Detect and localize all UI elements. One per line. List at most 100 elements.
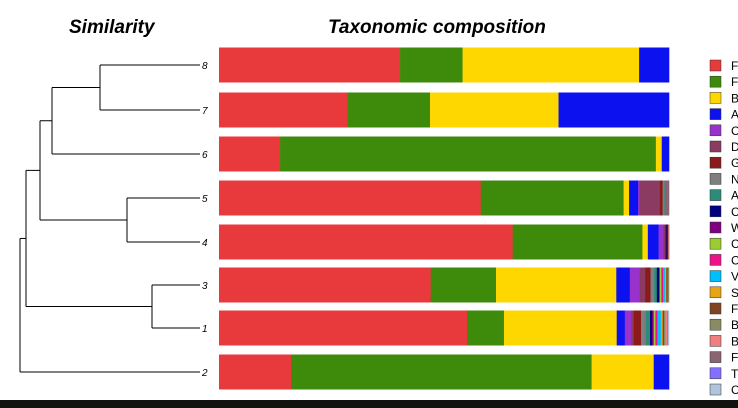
bar-segment [631, 310, 635, 346]
bar-segment [665, 310, 668, 346]
dendro-leaf-label: 1 [202, 324, 208, 335]
bar-segment [662, 310, 665, 346]
bar-segment [645, 267, 651, 303]
legend-label: F [731, 302, 738, 316]
bar-segment [512, 224, 643, 260]
bar-segment [503, 310, 617, 346]
bar-segment [664, 267, 667, 303]
bar-segment [280, 136, 657, 172]
bar-segment [656, 267, 660, 303]
bar-segment [651, 310, 654, 346]
bar-segment [658, 224, 664, 260]
bar-segment [639, 180, 661, 216]
dendro-leaf-label: 2 [201, 368, 208, 379]
legend-label: B [731, 91, 738, 105]
bar-segment [661, 267, 664, 303]
bar-segment [219, 92, 348, 128]
legend-label: F [731, 75, 738, 89]
bar-segment [623, 180, 630, 216]
legend-swatch [709, 189, 722, 201]
legend-swatch [709, 237, 722, 250]
bar-segment [663, 267, 666, 303]
legend-label: C [731, 124, 738, 138]
bar-segment [462, 47, 640, 83]
legend-swatch [709, 205, 722, 218]
dendro-leaf-label: 8 [202, 61, 208, 72]
legend-swatch [709, 351, 722, 363]
legend-label: A [731, 189, 738, 203]
legend-swatch [709, 286, 722, 299]
bar-segment [664, 224, 667, 260]
legend-label: C [731, 237, 738, 251]
legend-swatch [709, 383, 722, 396]
bar-segment [653, 354, 670, 390]
legend-swatch [709, 140, 722, 153]
bar-segment [347, 92, 431, 128]
dendrogram-title: Similarity [69, 17, 155, 38]
bar-segment [219, 267, 432, 303]
bar-segment [660, 310, 663, 346]
bar-segment [496, 267, 617, 303]
bar-segment [667, 310, 669, 346]
bar-segment [400, 47, 463, 83]
legend-label: B [731, 334, 738, 348]
bar-segment [291, 354, 592, 390]
legend-label: T [731, 367, 738, 381]
bar-segment [219, 354, 292, 390]
bar-segment [653, 310, 656, 346]
bar-segment [642, 224, 649, 260]
bar-segment [639, 267, 646, 303]
bar-segment [654, 267, 658, 303]
dendro-leaf-label: 3 [202, 281, 208, 292]
legend-label: G [731, 156, 738, 170]
legend-swatch [709, 367, 722, 380]
legend-label: D [731, 140, 738, 154]
bar-segment [666, 267, 668, 303]
bar-segment [668, 224, 669, 260]
bar-segment [647, 224, 659, 260]
bar-segment [629, 180, 639, 216]
stacked-bars [219, 47, 670, 390]
bar-segment [666, 224, 668, 260]
bar-segment [219, 180, 482, 216]
legend-swatch [709, 59, 722, 72]
bar-segment [624, 310, 632, 346]
bar-segment [558, 92, 670, 128]
legend-swatch [709, 302, 722, 315]
bar-segment [655, 310, 658, 346]
bar-segment [633, 310, 642, 346]
dendro-leaf-label: 4 [202, 238, 208, 249]
legend-swatch [709, 221, 722, 234]
legend-label: V [731, 270, 738, 284]
bar-segment [591, 354, 654, 390]
bar-segment [645, 310, 651, 346]
bar-segment [662, 180, 665, 216]
legend-label: B [731, 318, 738, 332]
legend-swatch [709, 75, 722, 88]
bar-segment [659, 180, 663, 216]
bar-segment [219, 310, 468, 346]
bar-segment [480, 180, 624, 216]
bar-segment [667, 224, 669, 260]
legend-swatch [709, 156, 722, 169]
bar-segment [657, 310, 662, 346]
legend-label: W [731, 221, 738, 235]
bar-segment [650, 267, 655, 303]
bar-segment [667, 267, 670, 303]
legend-swatch [709, 270, 722, 282]
legend-label: F [731, 59, 738, 73]
bar-segment [668, 224, 670, 260]
legend-label: C [731, 205, 738, 219]
legend-label: C [731, 253, 738, 267]
bar-segment [430, 92, 559, 128]
dendro-leaf-label: 5 [202, 194, 208, 205]
legend-swatch [709, 92, 722, 104]
bar-segment [219, 224, 513, 260]
bar-segment [616, 310, 626, 346]
bar-segment [661, 136, 670, 172]
dendrogram [19, 64, 200, 373]
legend-swatch [709, 335, 722, 347]
bar-segment [665, 180, 670, 216]
